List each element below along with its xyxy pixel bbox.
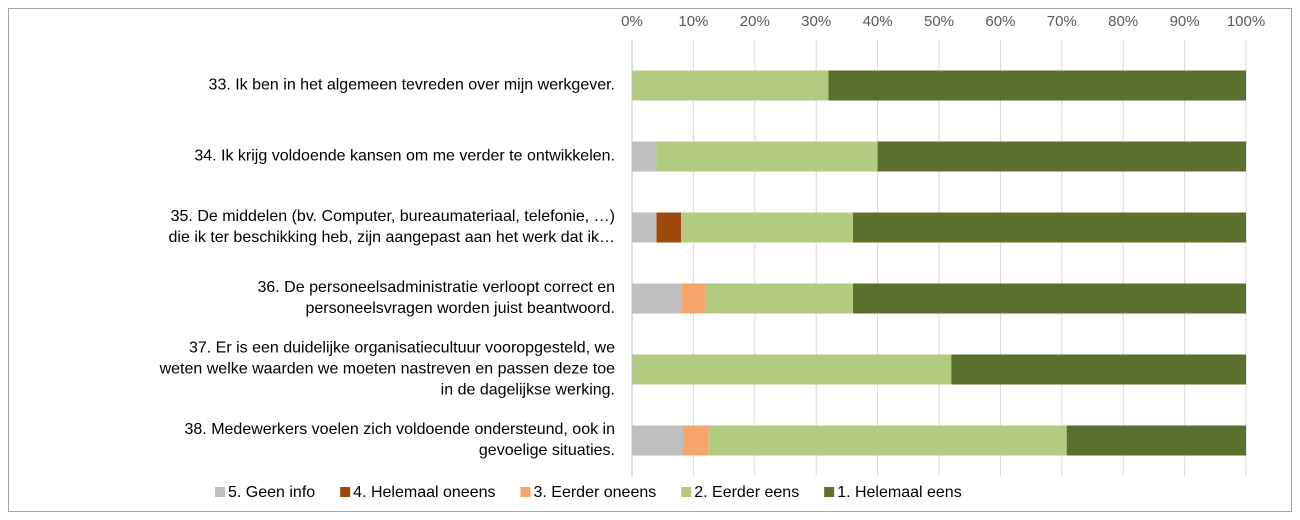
x-tick-label: 70% xyxy=(1047,13,1077,30)
bar-segment xyxy=(681,212,854,243)
x-tick-label: 0% xyxy=(621,13,643,30)
bar-segment xyxy=(708,425,1067,456)
legend-label: 5. Geen info xyxy=(228,484,315,501)
legend-swatch xyxy=(520,487,531,497)
category-label: weten welke waarden we moeten nastreven … xyxy=(159,361,616,378)
x-tick-label: 40% xyxy=(863,13,893,30)
legend-label: 3. Eerder oneens xyxy=(533,484,656,501)
category-label: in de dagelijkse werking. xyxy=(441,382,615,399)
bar-segment xyxy=(705,283,854,314)
x-tick-label: 100% xyxy=(1227,13,1265,30)
x-tick-label: 50% xyxy=(924,13,954,30)
bar-segment xyxy=(632,283,682,314)
legend-label: 4. Helemaal oneens xyxy=(353,484,495,501)
bar-segment xyxy=(853,212,1246,243)
category-label: 33. Ik ben in het algemeen tevreden over… xyxy=(209,77,615,94)
category-label: 35. De middelen (bv. Computer, bureaumat… xyxy=(171,208,615,225)
category-label: 37. Er is een duidelijke organisatiecult… xyxy=(189,340,615,357)
bar-segment xyxy=(828,70,1246,101)
legend-label: 2. Eerder eens xyxy=(694,484,799,501)
bar-segment xyxy=(632,212,657,243)
bar-segment xyxy=(681,283,706,314)
x-tick-label: 90% xyxy=(1170,13,1200,30)
category-label: gevoelige situaties. xyxy=(479,442,615,459)
category-label: 38. Medewerkers voelen zich voldoende on… xyxy=(185,421,616,438)
x-tick-label: 20% xyxy=(740,13,770,30)
legend-swatch xyxy=(215,487,225,497)
bar-segment xyxy=(632,141,657,172)
bar-segment xyxy=(951,354,1246,385)
bar-segment xyxy=(877,141,1246,172)
bar-segment xyxy=(632,354,952,385)
legend-swatch xyxy=(340,487,351,497)
x-tick-label: 30% xyxy=(801,13,831,30)
category-label: die ik ter beschikking heb, zijn aangepa… xyxy=(169,229,615,246)
legend-swatch xyxy=(824,487,835,497)
x-tick-label: 80% xyxy=(1108,13,1138,30)
legend-label: 1. Helemaal eens xyxy=(837,484,962,501)
bar-segment xyxy=(853,283,1246,314)
bar-segment xyxy=(656,212,682,243)
category-label: 34. Ik krijg voldoende kansen om me verd… xyxy=(194,148,615,165)
bar-segment xyxy=(682,425,709,456)
x-tick-label: 60% xyxy=(985,13,1015,30)
bar-segment xyxy=(1066,425,1246,456)
x-tick-label: 10% xyxy=(678,13,708,30)
bar-segment xyxy=(632,425,683,456)
category-label: 36. De personeelsadministratie verloopt … xyxy=(257,279,615,296)
category-label: personeelsvragen worden juist beantwoord… xyxy=(305,300,615,317)
bar-segment xyxy=(656,141,878,172)
legend-swatch xyxy=(681,487,692,497)
bar-segment xyxy=(632,70,829,101)
